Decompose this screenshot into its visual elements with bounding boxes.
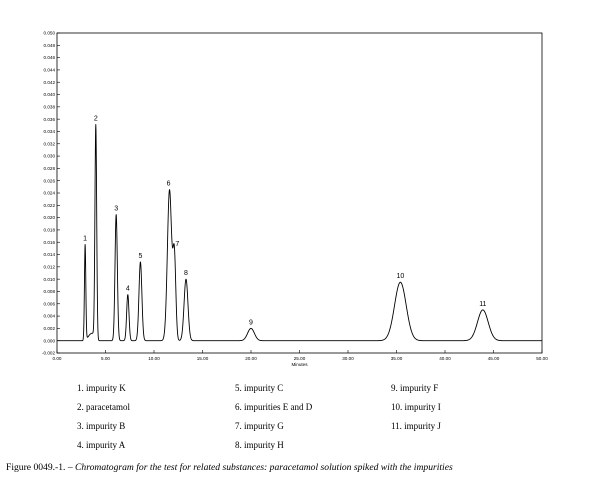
- y-tick-label: 0.040: [44, 92, 56, 97]
- y-tick-label: 0.006: [44, 301, 56, 306]
- x-tick-label: 0.00: [53, 356, 62, 361]
- legend-item-3: 3. impurity B: [77, 421, 126, 431]
- peak-label-10: 10: [396, 273, 404, 280]
- y-tick-label: 0.002: [44, 326, 56, 331]
- caption-prefix: Figure 0049.-1. –: [6, 462, 76, 473]
- peak-label-2: 2: [94, 115, 98, 122]
- legend-item-1: 1. impurity K: [77, 383, 126, 393]
- y-tick-label: 0.012: [44, 264, 56, 269]
- y-tick-label: 0.046: [44, 55, 56, 60]
- legend-item-2: 2. paracetamol: [77, 402, 130, 412]
- x-tick-label: 20.00: [245, 356, 257, 361]
- x-tick-label: 45.00: [488, 356, 500, 361]
- y-tick-label: 0.018: [44, 228, 56, 233]
- y-tick-label: 0.044: [44, 68, 56, 73]
- peak-label-7: 7: [175, 241, 179, 248]
- chromatogram-trace: [56, 124, 543, 342]
- peak-label-9: 9: [249, 319, 253, 326]
- y-tick-label: 0.028: [44, 166, 56, 171]
- legend-item-5: 5. impurity C: [235, 383, 284, 393]
- y-axis-ticks: -0.002 0.000 0.002 0.004 0.006 0.008 0.010 0.01…: [42, 31, 60, 356]
- x-axis-ticks: 0.00 5.00 10.00 15.00 20.00 25.00 30.00 35.00 40…: [53, 350, 548, 361]
- legend-item-4: 4. impurity A: [77, 440, 126, 450]
- x-tick-label: 25.00: [294, 356, 306, 361]
- y-tick-label: 0.048: [44, 43, 56, 48]
- x-tick-label: 35.00: [391, 356, 403, 361]
- y-tick-label: 0.026: [44, 178, 56, 183]
- peak-label-11: 11: [479, 301, 486, 308]
- y-tick-label: 0.042: [44, 80, 56, 85]
- legend-item-9: 9. impurity F: [391, 383, 439, 393]
- peak-labels: 1 2 3 4 5 6 7 8 9 10 11: [83, 115, 486, 326]
- y-tick-label: 0.000: [44, 338, 56, 343]
- peak-label-6: 6: [167, 181, 171, 188]
- peak-label-3: 3: [114, 206, 118, 213]
- y-tick-label: 0.024: [44, 191, 56, 196]
- y-tick-label: 0.022: [44, 203, 56, 208]
- y-tick-label: 0.004: [44, 314, 56, 319]
- legend-item-8: 8. impurity H: [235, 440, 284, 450]
- y-tick-label: 0.008: [44, 289, 56, 294]
- y-tick-label: 0.016: [44, 240, 56, 245]
- chromatogram-chart: -0.0020.0000.0020.0040.0060.0080.0100.01…: [42, 31, 548, 367]
- y-tick-label: 0.014: [44, 252, 56, 257]
- x-tick-label: 5.00: [101, 356, 110, 361]
- x-tick-label: 40.00: [439, 356, 451, 361]
- legend-item-10: 10. impurity I: [391, 402, 441, 412]
- y-tick-label: 0.030: [44, 154, 56, 159]
- caption-text: Chromatogram for the test for related su…: [75, 462, 453, 473]
- y-tick-label: 0.050: [44, 31, 56, 36]
- peak-label-1: 1: [83, 235, 87, 242]
- y-tick-label: 0.010: [44, 277, 56, 282]
- figure-caption: Figure 0049.-1. – Chromatogram for the t…: [6, 462, 453, 473]
- x-tick-label: 50.00: [536, 356, 548, 361]
- y-tick-label: -0.002: [42, 351, 55, 356]
- y-tick-label: 0.038: [44, 104, 56, 109]
- x-tick-label: 10.00: [148, 356, 160, 361]
- x-axis-label: Minutes: [291, 362, 308, 367]
- peak-label-4: 4: [126, 286, 130, 293]
- y-tick-label: 0.034: [44, 129, 56, 134]
- plot-frame: [56, 32, 543, 354]
- x-tick-label: 15.00: [197, 356, 209, 361]
- y-tick-label: 0.032: [44, 141, 56, 146]
- y-tick-label: 0.020: [44, 215, 56, 220]
- legend-item-11: 11. impurity J: [391, 421, 441, 431]
- chart-axes: [56, 32, 543, 354]
- legend-item-7: 7. impurity G: [235, 421, 284, 431]
- peak-legend: 1. impurity K 2. paracetamol 3. impurity…: [77, 383, 547, 453]
- peak-label-8: 8: [184, 270, 188, 277]
- legend-item-6: 6. impurities E and D: [235, 402, 313, 412]
- y-tick-label: 0.036: [44, 117, 56, 122]
- peak-label-5: 5: [138, 253, 142, 260]
- x-tick-label: 30.00: [342, 356, 354, 361]
